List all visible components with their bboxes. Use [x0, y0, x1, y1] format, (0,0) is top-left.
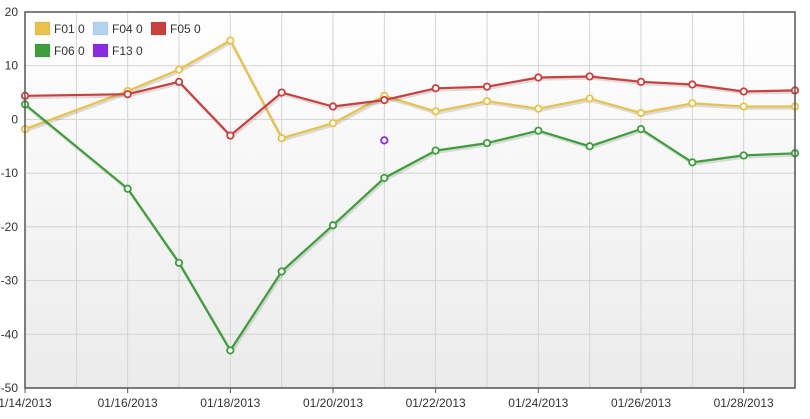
- y-tick-label: 0: [11, 112, 18, 126]
- data-point: [226, 346, 235, 355]
- data-point: [123, 184, 132, 193]
- data-point: [585, 142, 594, 151]
- data-point: [277, 267, 286, 276]
- data-point: [688, 99, 697, 108]
- legend-label: F01 0: [54, 22, 85, 36]
- data-point: [328, 102, 338, 111]
- data-point: [277, 88, 286, 97]
- data-point: [380, 95, 389, 105]
- x-tick-label: 01/28/2013: [714, 396, 774, 410]
- data-point: [636, 124, 646, 134]
- x-tick-label: 01/20/2013: [303, 396, 363, 410]
- y-tick-label: 20: [5, 5, 19, 19]
- x-tick-label: 01/16/2013: [98, 396, 158, 410]
- data-point: [328, 119, 338, 128]
- x-tick-label: 01/26/2013: [611, 396, 671, 410]
- data-point: [174, 65, 184, 74]
- data-point: [226, 131, 235, 140]
- data-point: [380, 136, 389, 145]
- data-point: [739, 87, 748, 96]
- data-point: [636, 77, 646, 86]
- data-point: [174, 258, 184, 267]
- data-point: [482, 97, 492, 106]
- data-point: [431, 84, 440, 93]
- data-point: [534, 126, 543, 135]
- data-point: [534, 73, 543, 82]
- legend-label: F04 0: [112, 22, 143, 36]
- data-point: [431, 107, 440, 116]
- legend-swatch: [92, 21, 109, 36]
- data-point: [431, 146, 440, 155]
- data-point: [688, 158, 697, 167]
- legend-label: F05 0: [170, 22, 201, 36]
- legend-swatch: [150, 21, 167, 36]
- legend-label: F13 0: [112, 44, 143, 58]
- data-point: [482, 138, 492, 148]
- x-tick-label: 01/18/2013: [200, 396, 260, 410]
- data-point: [174, 77, 184, 86]
- data-point: [380, 173, 389, 183]
- y-tick-label: -30: [1, 274, 19, 288]
- legend-label: F06 0: [54, 44, 85, 58]
- x-tick-label: 1/14/2013: [0, 396, 52, 410]
- data-point: [123, 90, 132, 99]
- y-tick-label: -40: [1, 327, 19, 341]
- y-tick-label: 10: [5, 59, 19, 73]
- data-point: [585, 72, 594, 81]
- plot-area: [25, 12, 795, 388]
- y-tick-label: -50: [1, 381, 19, 395]
- legend-swatch: [34, 21, 51, 36]
- data-point: [277, 134, 286, 143]
- data-point: [739, 151, 748, 160]
- data-point: [688, 80, 697, 89]
- data-point: [585, 94, 594, 103]
- legend-swatch: [92, 43, 109, 58]
- data-point: [636, 108, 646, 118]
- x-axis-ticks: 1/14/2013 01/16/2013 01/18/2013 01/20/2013 0…: [0, 388, 774, 410]
- x-tick-label: 01/24/2013: [508, 396, 568, 410]
- grid-lines: [24, 11, 796, 389]
- y-axis-ticks: 20 10 0 -10 -20 -30 -40 -50: [1, 5, 19, 395]
- legend: F01 0 F04 0 F05 0 F06 0 F13 0: [34, 21, 201, 58]
- y-tick-label: -10: [1, 166, 19, 180]
- data-point: [534, 104, 543, 113]
- data-point: [482, 82, 492, 91]
- plot-border: [24, 11, 796, 389]
- legend-swatch: [34, 43, 51, 58]
- data-point: [739, 102, 748, 111]
- x-tick-label: 01/22/2013: [406, 396, 466, 410]
- data-point: [328, 221, 338, 230]
- y-tick-label: -20: [1, 220, 19, 234]
- data-point: [226, 36, 235, 45]
